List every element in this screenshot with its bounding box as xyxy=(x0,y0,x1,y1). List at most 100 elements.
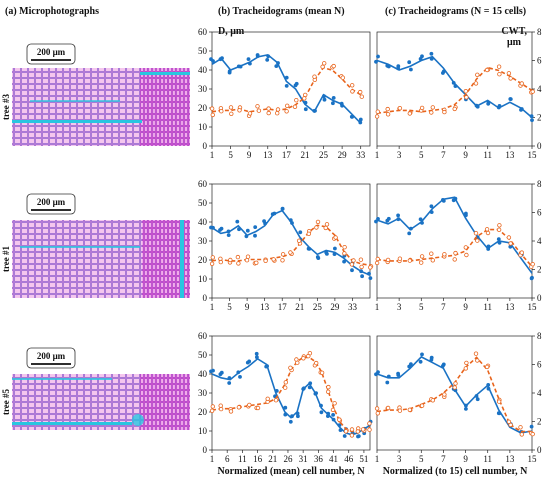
wall-point xyxy=(324,222,330,227)
diameter-point xyxy=(254,351,259,356)
diameter-line xyxy=(211,53,362,124)
wall-point xyxy=(475,72,480,77)
diameter-point xyxy=(497,411,502,416)
diameter-point xyxy=(332,252,337,256)
diameter-point xyxy=(235,219,240,224)
wall-point xyxy=(375,256,380,262)
wall-point xyxy=(463,88,468,94)
diameter-point xyxy=(429,357,434,362)
diameter-point xyxy=(331,413,335,417)
wall-point xyxy=(464,360,469,366)
wall-point xyxy=(473,351,479,356)
ytick-right-label: 8 xyxy=(537,179,542,189)
diameter-point xyxy=(331,101,335,106)
right-axis-label-line2: μm xyxy=(507,37,522,48)
ytick-label: 40 xyxy=(198,65,208,75)
wall-point xyxy=(385,257,391,263)
diameter-point xyxy=(508,97,513,101)
diameter-point xyxy=(219,226,224,231)
wall-point xyxy=(331,63,336,69)
wall-point xyxy=(350,89,355,94)
xtick-label: 3 xyxy=(397,150,402,160)
wall-point xyxy=(288,365,293,370)
diameter-point xyxy=(262,219,266,224)
wall-point xyxy=(326,389,331,394)
ytick-label: 30 xyxy=(198,388,208,398)
wall-line xyxy=(211,356,371,433)
wall-point xyxy=(283,385,288,390)
ytick-label: 0 xyxy=(203,141,208,151)
panel-title-c: (c) Tracheidograms (N = 15 cells) xyxy=(385,6,526,17)
diameter-point xyxy=(474,394,479,398)
diameter-point xyxy=(441,71,445,75)
wall-point xyxy=(301,356,306,361)
wall-point xyxy=(375,411,380,416)
wall-point xyxy=(330,407,336,413)
xtick-label: 36 xyxy=(314,454,324,464)
ytick-label: 60 xyxy=(198,179,208,189)
xtick-label: 3 xyxy=(397,454,402,464)
diameter-point xyxy=(227,381,232,385)
diameter-point xyxy=(293,83,298,88)
xtick-label: 29 xyxy=(330,302,340,312)
wall-point xyxy=(255,104,260,109)
wall-point xyxy=(419,254,425,259)
diameter-point xyxy=(359,269,363,274)
diameter-point xyxy=(496,237,501,242)
xlabel-c: Normalized (to 15) cell number, N xyxy=(383,466,528,477)
scale-bar-label-1: 200 μm xyxy=(37,47,66,57)
diameter-point xyxy=(255,355,259,360)
diameter-point xyxy=(464,407,468,411)
diameter-point xyxy=(248,61,252,66)
wall-point xyxy=(247,402,252,408)
wall-point xyxy=(484,227,490,232)
wall-point xyxy=(275,107,281,112)
diameter-point xyxy=(307,385,312,390)
wall-point xyxy=(475,238,480,243)
micrograph-2: 200 μm tree #1 xyxy=(1,193,190,298)
diameter-point xyxy=(386,374,391,379)
wall-point xyxy=(385,106,390,112)
wall-point xyxy=(280,258,285,263)
xtick-label: 13 xyxy=(505,454,515,464)
wall-point xyxy=(228,409,234,414)
xtick-label: 17 xyxy=(278,302,288,312)
ytick-right-label: 8 xyxy=(537,331,542,341)
xtick-label: 21 xyxy=(300,150,309,160)
wall-point xyxy=(255,405,261,411)
wall-point xyxy=(218,406,224,412)
diameter-point xyxy=(307,247,312,251)
diameter-point xyxy=(325,252,329,256)
wall-point xyxy=(367,427,372,432)
panel-title-b: (b) Tracheidograms (mean N) xyxy=(218,6,345,17)
diameter-point xyxy=(211,225,215,230)
wall-point xyxy=(473,81,479,86)
wall-point xyxy=(359,264,364,270)
diameter-point xyxy=(356,434,360,439)
diameter-point xyxy=(226,229,231,234)
wall-point xyxy=(294,97,299,103)
wall-point xyxy=(463,366,468,371)
diameter-point xyxy=(407,60,412,65)
diameter-point xyxy=(464,403,468,408)
diameter-point xyxy=(386,64,391,69)
ytick-right-label: 8 xyxy=(537,27,542,37)
diameter-point xyxy=(475,397,480,402)
wall-point xyxy=(453,381,458,386)
diameter-point xyxy=(290,414,294,419)
diameter-point xyxy=(246,57,251,61)
ytick-label: 10 xyxy=(198,274,208,284)
xtick-label: 26 xyxy=(283,454,293,464)
ytick-right-label: 2 xyxy=(537,113,542,123)
diameter-point xyxy=(376,217,380,221)
diameter-point xyxy=(529,114,534,119)
diameter-point xyxy=(342,259,346,264)
xtick-label: 33 xyxy=(348,302,358,312)
wall-point xyxy=(210,112,215,118)
xtick-label: 21 xyxy=(268,454,277,464)
wall-line xyxy=(211,66,362,113)
ytick-right-label: 4 xyxy=(537,84,542,94)
diameter-point xyxy=(396,371,400,376)
